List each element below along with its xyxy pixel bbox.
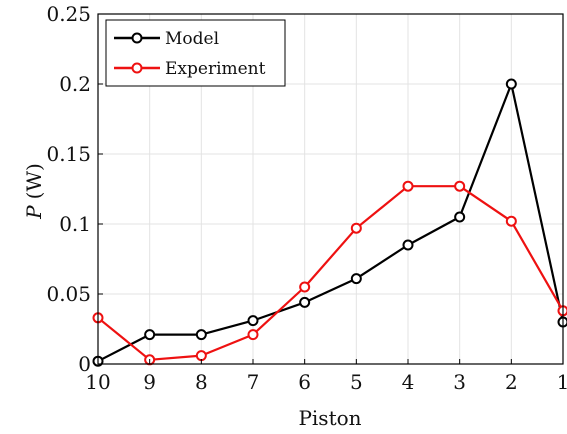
legend-item: Model: [114, 29, 219, 49]
series-experiment: [92, 180, 567, 366]
data-point: [505, 215, 517, 227]
data-point: [350, 222, 362, 234]
y-tick-label: 0.1: [59, 212, 91, 236]
legend-label: Model: [165, 29, 219, 49]
data-point: [454, 211, 466, 223]
legend-marker: [131, 62, 143, 74]
data-point: [505, 78, 517, 90]
plot-frame: [97, 13, 564, 365]
x-tick-label: 4: [402, 370, 415, 394]
data-point: [195, 350, 207, 362]
series-layer: [92, 78, 567, 367]
x-tick-label: 6: [298, 370, 311, 394]
axis-ticks: 10 9 8 7 6 5 4 3 2 100.050.10.150.20.25: [46, 2, 567, 394]
x-axis-title: Piston: [298, 406, 361, 430]
y-tick-label: 0.25: [46, 2, 91, 26]
data-point: [144, 329, 156, 341]
x-tick-label: 3: [453, 370, 466, 394]
data-point: [402, 180, 414, 192]
data-point: [299, 296, 311, 308]
x-tick-label: 1: [557, 370, 567, 394]
legend: Model Experiment: [105, 19, 286, 87]
x-tick-label: 9: [143, 370, 156, 394]
y-tick-label: 0.05: [46, 282, 91, 306]
y-axis-symbol: P: [22, 205, 46, 220]
legend-marker: [131, 32, 143, 44]
series-line: [97, 185, 564, 361]
y-tick-label: 0.2: [59, 72, 91, 96]
x-tick-label: 5: [350, 370, 363, 394]
legend-item: Experiment: [114, 59, 266, 79]
data-point: [247, 329, 259, 341]
y-tick-label: 0: [78, 352, 91, 376]
y-axis-unit: (W): [22, 163, 46, 199]
data-point: [350, 273, 362, 285]
data-point: [454, 180, 466, 192]
data-point: [247, 315, 259, 327]
data-point: [299, 281, 311, 293]
legend-label: Experiment: [165, 59, 266, 79]
x-tick-label: 7: [247, 370, 260, 394]
legend-box: [105, 19, 286, 87]
data-point: [402, 239, 414, 251]
series-model: [92, 78, 567, 367]
y-axis-title: P (W): [22, 163, 46, 220]
data-point: [195, 329, 207, 341]
series-line: [97, 82, 565, 363]
x-tick-label: 2: [505, 370, 518, 394]
x-tick-label: 10: [85, 370, 110, 394]
x-tick-label: 8: [195, 370, 208, 394]
y-tick-label: 0.15: [46, 142, 91, 166]
